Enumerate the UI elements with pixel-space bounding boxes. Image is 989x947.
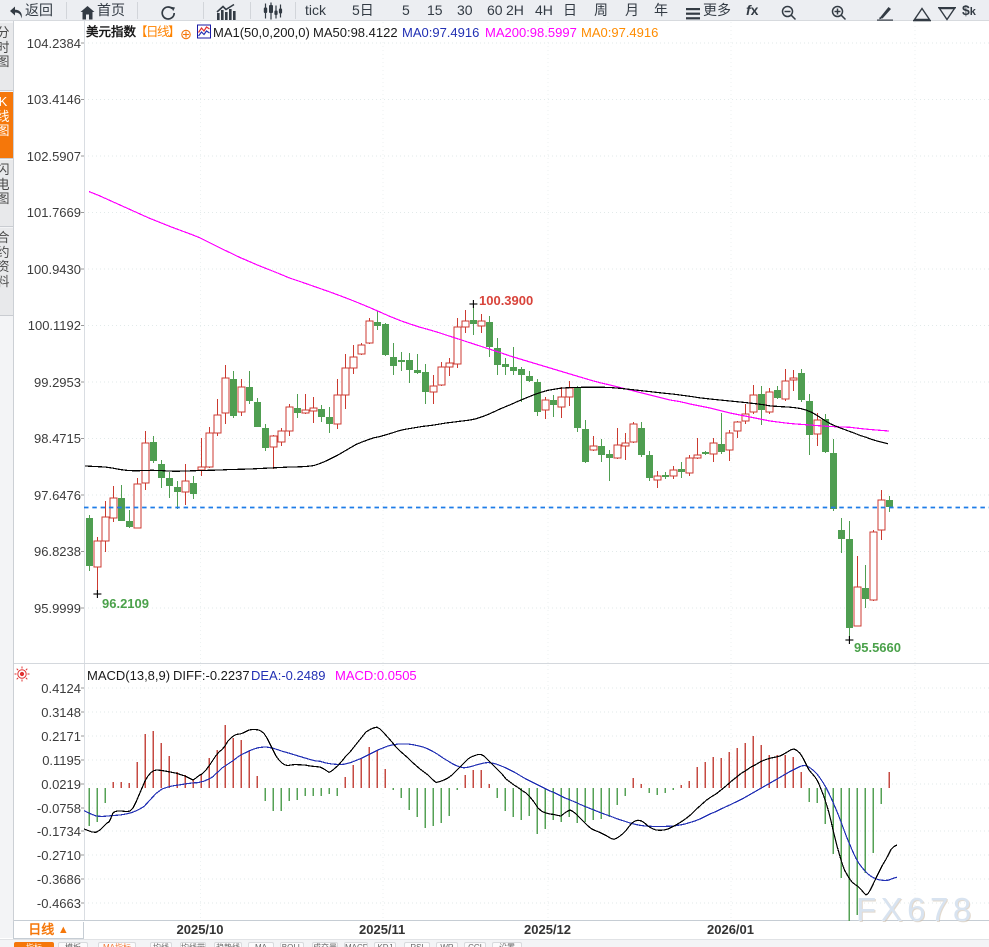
svg-text:FX678: FX678 [856,891,976,928]
svg-text:FX678: FX678 [857,892,977,929]
